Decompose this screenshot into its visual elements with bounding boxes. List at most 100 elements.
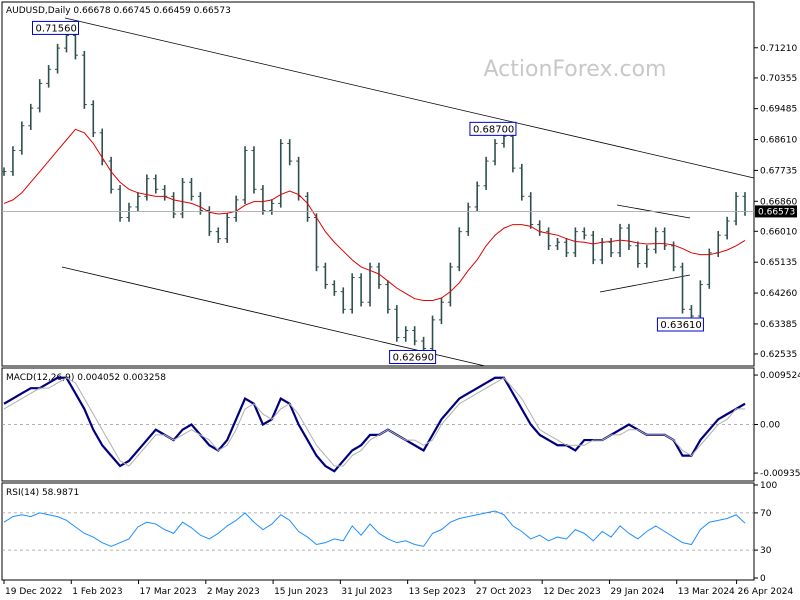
price-panel-frame (1, 1, 755, 367)
price-bar (581, 227, 587, 240)
x-tick-label: 19 Dec 2022 (5, 587, 63, 597)
price-bar (197, 192, 203, 215)
price-bar (37, 79, 43, 113)
price-bar (144, 174, 150, 201)
price-bar (483, 156, 489, 190)
price-annotation: 0.63610 (656, 317, 704, 332)
x-tick-label: 13 Sep 2023 (409, 587, 466, 597)
price-bar (90, 100, 96, 138)
price-bar (733, 192, 739, 226)
y-tick-label: -0.009355 (760, 469, 800, 479)
axis-layer: 0.71210 0.70355 0.69485 0.68610 0.67735 0.668… (3, 44, 800, 597)
y-tick-label: 0.69485 (760, 105, 797, 115)
svg-text:0.68700: 0.68700 (473, 124, 514, 135)
y-tick-label: 0.63385 (760, 320, 797, 330)
upper-channel-line (64, 17, 755, 179)
rsi-line (3, 510, 746, 547)
y-tick-label: 0.009524 (760, 371, 800, 381)
price-bar (412, 326, 418, 346)
price-bar (697, 280, 703, 321)
price-bar (28, 103, 34, 130)
price-bar (465, 202, 471, 236)
price-annotation: 0.71560 (31, 20, 79, 35)
price-bar (188, 178, 194, 201)
x-tick-label: 26 Apr 2024 (738, 587, 794, 597)
price-bar (224, 213, 230, 243)
price-annotation: 0.62690 (389, 349, 437, 364)
y-tick-label: 0.65135 (760, 258, 797, 268)
rsi-layer (2, 510, 754, 551)
price-bar (572, 227, 578, 258)
y-tick-label: 100 (760, 481, 777, 491)
price-bar (563, 238, 569, 258)
rsi-panel-frame (1, 482, 755, 581)
price-bar (456, 227, 462, 272)
rsi-panel-title: RSI(14) 58.9871 (6, 488, 79, 498)
y-tick-label: 0.70355 (760, 74, 797, 84)
price-bar (626, 223, 632, 250)
price-layer: 0.66573 0.71560 0.68700 0.62690 0.63610 (1, 20, 797, 364)
price-bar (251, 146, 257, 194)
price-bar (242, 146, 248, 205)
price-bar (153, 174, 159, 194)
y-tick-label: 0 (760, 574, 766, 584)
price-annotation: 0.68700 (469, 121, 517, 136)
price-bar (171, 192, 177, 219)
svg-text:0.62690: 0.62690 (393, 352, 434, 363)
price-bar (322, 262, 328, 289)
price-bar (260, 185, 266, 215)
price-panel-title: AUDUSD,Daily 0.66678 0.66745 0.66459 0.6… (6, 6, 231, 16)
price-bar (671, 241, 677, 272)
price-bar (287, 139, 293, 166)
price-bar (19, 121, 25, 155)
price-bar (358, 273, 364, 307)
y-tick-label: 0.67735 (760, 166, 797, 176)
watermark: ActionForex.com (484, 57, 667, 82)
y-tick-label: 30 (760, 546, 772, 556)
price-bar (555, 238, 561, 250)
price-bar (430, 315, 436, 353)
price-bar (72, 31, 78, 60)
price-bar (590, 230, 596, 265)
price-bar (331, 280, 337, 296)
price-bar (438, 298, 444, 325)
y-tick-label: 0.71210 (760, 44, 797, 54)
price-bar (474, 181, 480, 212)
y-tick-label: 0.62535 (760, 350, 797, 360)
price-bar (215, 227, 221, 243)
price-bar (403, 326, 409, 342)
last-price-value: 0.66573 (758, 207, 795, 217)
price-bar (126, 202, 132, 222)
price-bar (662, 227, 668, 250)
price-bar (233, 195, 239, 222)
x-tick-label: 27 Oct 2023 (476, 587, 532, 597)
x-tick-label: 29 Jan 2024 (610, 587, 664, 597)
x-tick-label: 1 Feb 2023 (72, 587, 122, 597)
price-bar (340, 287, 346, 314)
price-bar (706, 248, 712, 289)
price-bar (492, 139, 498, 166)
y-tick-label: 0.66860 (760, 197, 797, 207)
price-bar (269, 199, 275, 215)
x-tick-label: 13 Mar 2024 (678, 587, 735, 597)
price-bar (376, 262, 382, 289)
x-tick-label: 15 Jun 2023 (274, 587, 328, 597)
macd-histogram-line (3, 376, 746, 473)
y-tick-label: 0.00 (760, 421, 780, 431)
x-tick-label: 2 May 2023 (207, 587, 260, 597)
y-tick-label: 70 (760, 509, 772, 519)
price-bar (55, 43, 61, 74)
macd-panel-title: MACD(12,26,9) 0.004052 0.003258 (6, 373, 166, 383)
macd-layer (2, 376, 754, 473)
price-bar (447, 262, 453, 307)
price-bar (394, 305, 400, 342)
price-bar (635, 241, 641, 268)
price-bar (46, 65, 52, 88)
macd-signal-line (3, 377, 745, 467)
lower-channel-line (61, 266, 486, 367)
price-bar (680, 262, 686, 314)
price-bar (135, 192, 141, 212)
x-tick-label: 31 Jul 2023 (341, 587, 392, 597)
moving-average-line (3, 128, 746, 301)
